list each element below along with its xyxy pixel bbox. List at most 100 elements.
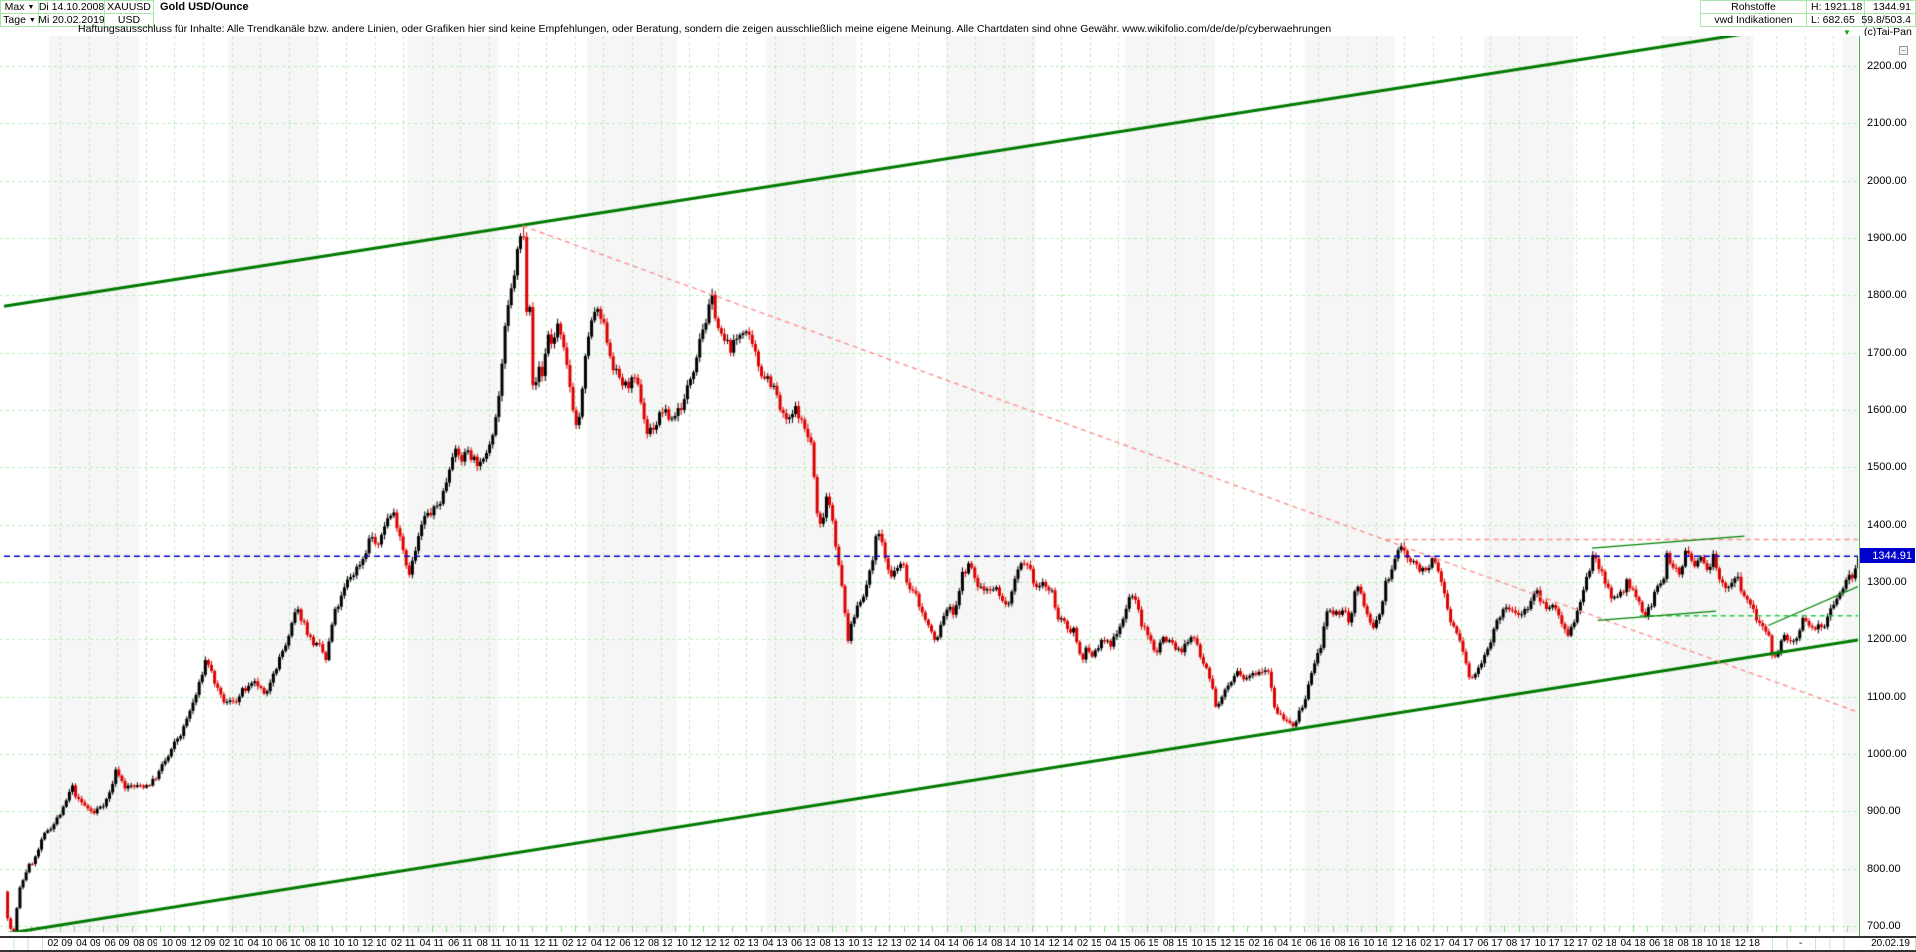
x-axis-label: 10 09	[157, 938, 192, 949]
x-axis-label: 02 18	[1587, 938, 1622, 949]
x-axis-label: 06 18	[1644, 938, 1679, 949]
bottom-border	[0, 950, 1916, 952]
x-axis-label: 02 16	[1244, 938, 1279, 949]
y-axis-label: 900.00	[1867, 805, 1901, 818]
y-axis-label: 2100.00	[1867, 117, 1907, 130]
x-axis-label: 12 11	[529, 938, 564, 949]
x-axis-label: 06 16	[1301, 938, 1336, 949]
symbol-cell: XAUUSD	[104, 0, 154, 14]
start-date: Di 14.10.2008	[38, 0, 105, 14]
x-axis-dash: -	[1796, 938, 1806, 949]
x-axis-label: 10 13	[843, 938, 878, 949]
x-axis-label: 04 11	[414, 938, 449, 949]
currency-cell: USD	[104, 13, 154, 27]
x-axis-label: 06 17	[1473, 938, 1507, 949]
disclaimer-text: Haftungsausschluss für Inhalte: Alle Tre…	[78, 23, 1332, 35]
x-axis-label: 08 18	[1673, 938, 1708, 949]
chevron-down-icon: ▼	[27, 3, 35, 11]
x-axis-label: 08 10	[300, 938, 335, 949]
price-axis[interactable]: 2200.00 2100.00 2000.00 1900.00 1800.00 1700.…	[1859, 36, 1916, 936]
x-axis-label: 06 15	[1129, 938, 1164, 949]
y-axis-label: 1200.00	[1867, 633, 1907, 646]
x-axis-label: 02 15	[1072, 938, 1107, 949]
x-axis-label: 08 14	[986, 938, 1021, 949]
x-axis-label: 06 14	[958, 938, 993, 949]
time-axis[interactable]: - 20.02.19 02 09 04 09 06 09 08 09 10 09 12 0…	[0, 938, 1916, 950]
y-axis-label: 1500.00	[1867, 461, 1907, 474]
range-selector-label: Max	[4, 1, 25, 13]
last-price-badge: 1344.91	[1860, 548, 1915, 564]
x-axis-label: 12 12	[700, 938, 735, 949]
x-axis-label: 02 17	[1415, 938, 1450, 949]
x-axis-label: 12 15	[1215, 938, 1250, 949]
last-value: 1344.91	[1864, 0, 1916, 14]
x-axis-label: 08 11	[472, 938, 506, 949]
x-axis-label: 02 11	[386, 938, 421, 949]
x-axis-label: 08 09	[128, 938, 163, 949]
y-axis-label: 700.00	[1867, 919, 1901, 932]
y-axis-label: 1600.00	[1867, 403, 1907, 416]
x-axis-label: 06 10	[271, 938, 306, 949]
y-axis-label: 1800.00	[1867, 289, 1907, 302]
high-value: H: 1921.18	[1806, 0, 1865, 14]
x-axis-label: 08 13	[815, 938, 850, 949]
range-selector[interactable]: Max ▼	[0, 0, 39, 14]
end-date: Mi 20.02.2019	[38, 13, 105, 27]
y-axis-label: 1000.00	[1867, 747, 1907, 760]
x-axis-label: 10 11	[500, 938, 535, 949]
x-axis-label: 02 10	[214, 938, 249, 949]
category-cell: Rohstoffe	[1700, 0, 1807, 14]
x-axis-label: 04 13	[758, 938, 792, 949]
x-axis-label: 10 14	[1015, 938, 1050, 949]
y-axis-label: 2200.00	[1867, 60, 1907, 72]
low-value: L: 682.65	[1806, 13, 1865, 27]
x-axis-label: 04 18	[1616, 938, 1650, 949]
source-cell: vwd Indikationen	[1700, 13, 1807, 27]
x-axis-label: 10 17	[1530, 938, 1565, 949]
y-axis-label: 1100.00	[1867, 690, 1906, 703]
x-axis-label: 08 12	[643, 938, 678, 949]
x-axis-label: 06 09	[100, 938, 135, 949]
x-axis-label: 10 18	[1701, 938, 1736, 949]
x-axis-label: 04 12	[586, 938, 621, 949]
chevron-down-icon: ▼	[28, 16, 36, 24]
x-axis-label: 08 17	[1501, 938, 1536, 949]
x-axis-end-date: 20.02.19	[1846, 938, 1910, 949]
x-axis-label: 12 10	[357, 938, 392, 949]
x-axis-label: 04 10	[243, 938, 278, 949]
x-axis-label: 02 14	[901, 938, 935, 949]
x-axis-label: 10 12	[672, 938, 707, 949]
y-axis-label: 800.00	[1867, 862, 1901, 875]
y-axis-label: 1900.00	[1867, 231, 1907, 244]
x-axis-label: 06 12	[615, 938, 649, 949]
x-axis-label: 10 15	[1187, 938, 1221, 949]
secondary-value: 59.8/503.4	[1861, 13, 1916, 27]
copyright-label: (c)Tai-Pan	[1864, 26, 1912, 38]
x-axis-label: 06 11	[443, 938, 478, 949]
x-axis-label: 12 16	[1387, 938, 1422, 949]
x-axis-label: 04 09	[71, 938, 106, 949]
collapse-icon[interactable]: −	[1899, 46, 1908, 55]
price-chart-canvas[interactable]	[0, 36, 1859, 933]
x-axis-label: 04 17	[1444, 938, 1479, 949]
x-axis-label: 12 09	[186, 938, 220, 949]
y-axis-label: 1300.00	[1867, 575, 1907, 588]
y-axis-label: 1700.00	[1867, 346, 1907, 359]
period-selector-label: Tage	[3, 14, 26, 26]
x-axis-label: 10 10	[329, 938, 363, 949]
x-axis-label: 06 13	[786, 938, 821, 949]
x-axis-label: 02 13	[729, 938, 764, 949]
x-axis-label: 02 09	[43, 938, 77, 949]
y-axis-label: 2000.00	[1867, 174, 1907, 187]
x-axis-label: 02 12	[557, 938, 592, 949]
x-axis-label: 12 14	[1044, 938, 1078, 949]
x-axis-label: 08 16	[1330, 938, 1364, 949]
x-axis-baseline	[0, 936, 1916, 938]
period-selector[interactable]: Tage ▼	[0, 13, 39, 27]
x-axis-label: 12 18	[1730, 938, 1765, 949]
instrument-title: Gold USD/Ounce	[160, 1, 249, 13]
x-axis-label: 04 14	[929, 938, 964, 949]
x-axis-label: 10 16	[1358, 938, 1393, 949]
x-axis-label: 08 15	[1158, 938, 1193, 949]
x-axis-label: 12 13	[872, 938, 907, 949]
